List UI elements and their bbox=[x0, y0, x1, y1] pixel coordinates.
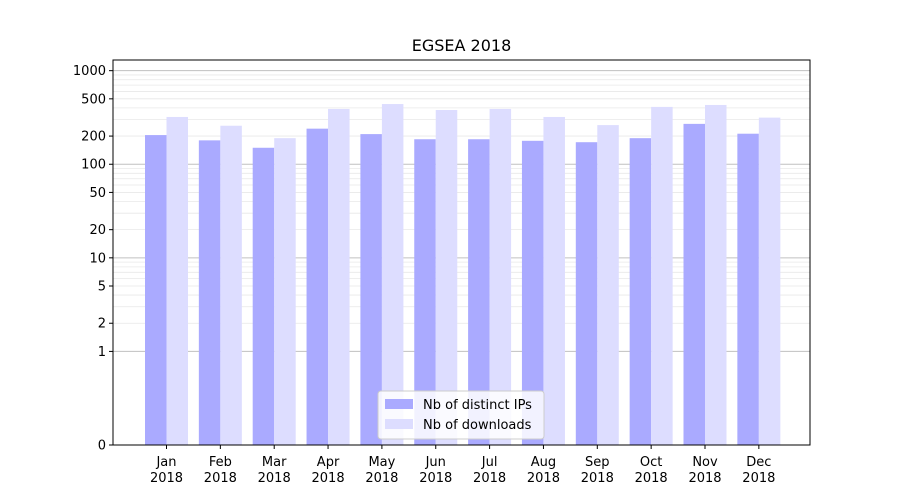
x-tick-label: Jun 2018 bbox=[419, 455, 452, 486]
y-tick-label: 20 bbox=[89, 223, 106, 238]
x-tick-label-year: 2018 bbox=[312, 471, 345, 486]
x-tick-label-year: 2018 bbox=[688, 471, 721, 486]
bar-nb-of-downloads bbox=[543, 116, 565, 446]
y-tick-label: 1000 bbox=[73, 64, 106, 79]
bar-nb-of-distinct-ips bbox=[198, 140, 221, 445]
x-tick-label: Sep 2018 bbox=[581, 455, 614, 486]
bar-nb-of-distinct-ips bbox=[414, 139, 436, 445]
bar-nb-of-distinct-ips bbox=[629, 138, 652, 446]
x-tick-label-month: Jan bbox=[155, 455, 176, 470]
x-tick-label-year: 2018 bbox=[473, 471, 506, 486]
x-tick-label-year: 2018 bbox=[527, 471, 560, 486]
y-tick-label: 1 bbox=[98, 345, 106, 360]
x-tick-label-month: Mar bbox=[262, 455, 287, 470]
legend-swatch bbox=[385, 419, 413, 429]
bar-nb-of-downloads bbox=[274, 138, 296, 446]
x-tick-label-year: 2018 bbox=[419, 471, 452, 486]
x-tick-label-year: 2018 bbox=[258, 471, 291, 486]
chart-title: EGSEA 2018 bbox=[412, 36, 512, 55]
x-tick-label-year: 2018 bbox=[204, 471, 237, 486]
bar-nb-of-distinct-ips bbox=[252, 147, 275, 445]
plot-frame bbox=[112, 59, 811, 446]
bar-nb-of-downloads bbox=[758, 117, 781, 445]
bar-nb-of-distinct-ips bbox=[306, 128, 329, 445]
bar-nb-of-downloads bbox=[435, 109, 458, 446]
bar-nb-of-downloads bbox=[328, 108, 350, 446]
x-tick-label-month: Oct bbox=[640, 455, 662, 470]
y-tick-label: 100 bbox=[81, 158, 106, 173]
y-tick-label: 2 bbox=[98, 317, 106, 332]
x-tick-label: Nov 2018 bbox=[688, 455, 721, 486]
y-tick-label: 50 bbox=[89, 186, 106, 201]
bar-nb-of-downloads bbox=[489, 108, 512, 446]
bar-nb-of-distinct-ips bbox=[683, 123, 705, 445]
bar-nb-of-downloads bbox=[705, 104, 727, 445]
y-tick-label: 200 bbox=[81, 130, 106, 145]
bar-nb-of-downloads bbox=[651, 106, 673, 445]
x-tick-label-year: 2018 bbox=[150, 471, 183, 486]
bar-nb-of-distinct-ips bbox=[521, 140, 544, 445]
legend-swatch bbox=[385, 399, 413, 409]
bars bbox=[145, 104, 781, 446]
x-tick-label: Apr 2018 bbox=[312, 455, 345, 486]
x-tick-label-year: 2018 bbox=[635, 471, 668, 486]
legend-label: Nb of distinct IPs bbox=[423, 398, 532, 413]
x-tick-label-month: Nov bbox=[692, 455, 718, 470]
x-tick-label-month: May bbox=[368, 455, 395, 470]
x-tick-label: Dec 2018 bbox=[742, 455, 775, 486]
bar-nb-of-downloads bbox=[597, 125, 619, 446]
x-tick-label-month: Jul bbox=[481, 455, 498, 470]
x-tick-label-month: Jun bbox=[425, 455, 446, 470]
bar-nb-of-downloads bbox=[166, 116, 188, 446]
x-tick-label-month: Apr bbox=[317, 455, 340, 470]
x-tick-label: Feb 2018 bbox=[204, 455, 237, 486]
bar-nb-of-distinct-ips bbox=[737, 133, 759, 446]
x-tick-label-year: 2018 bbox=[365, 471, 398, 486]
x-tick-label: Aug 2018 bbox=[527, 455, 560, 486]
x-tick-label-year: 2018 bbox=[742, 471, 775, 486]
bar-nb-of-downloads bbox=[220, 125, 242, 445]
legend-box bbox=[377, 390, 545, 440]
y-tick-label: 500 bbox=[81, 92, 106, 107]
x-tick-label-year: 2018 bbox=[581, 471, 614, 486]
bar-nb-of-distinct-ips bbox=[575, 142, 598, 445]
x-tick-label: Jul 2018 bbox=[473, 455, 506, 486]
x-tick-label-month: Feb bbox=[209, 455, 232, 470]
bar-nb-of-downloads bbox=[381, 104, 404, 445]
legend: Nb of distinct IPs Nb of downloads bbox=[377, 390, 545, 440]
y-tick-label: 5 bbox=[98, 280, 106, 295]
legend-label: Nb of downloads bbox=[423, 418, 532, 433]
y-tick-label: 10 bbox=[89, 251, 106, 266]
x-tick-label: Jan 2018 bbox=[150, 455, 183, 486]
x-tick-label: May 2018 bbox=[365, 455, 398, 486]
x-tick-label-month: Dec bbox=[746, 455, 771, 470]
x-tick-label-month: Aug bbox=[531, 455, 556, 470]
x-tick-label: Mar 2018 bbox=[258, 455, 291, 486]
y-axis: 0 1 2 5 10 20 50 100 200 500 1000 bbox=[73, 64, 113, 454]
y-tick-label: 0 bbox=[98, 439, 106, 454]
bar-nb-of-distinct-ips bbox=[360, 134, 382, 446]
x-tick-label-month: Sep bbox=[585, 455, 610, 470]
x-tick-label: Oct 2018 bbox=[635, 455, 668, 486]
bar-nb-of-distinct-ips bbox=[468, 139, 490, 445]
bar-nb-of-distinct-ips bbox=[145, 135, 167, 445]
